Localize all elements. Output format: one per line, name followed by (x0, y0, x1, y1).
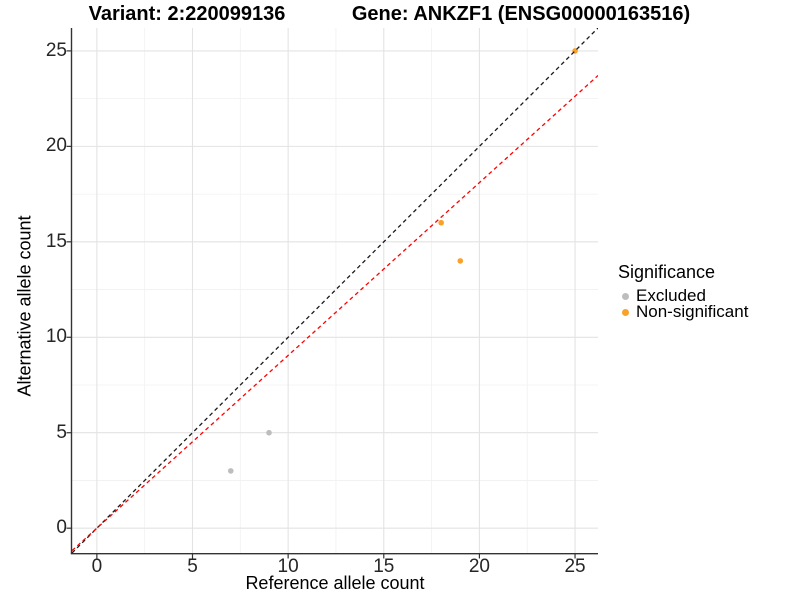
non-significant-dot-icon (622, 308, 629, 316)
x-axis-title: Reference allele count (245, 573, 425, 593)
legend-label-non-significant: Non-significant (636, 302, 749, 321)
x-tick-label: 25 (564, 556, 586, 577)
data-point-non-significant (438, 219, 444, 226)
legend-title: Significance (618, 262, 716, 282)
x-tick-label: 5 (187, 556, 198, 577)
plot-title-variant: Variant: 2:220099136 (88, 3, 286, 25)
excluded-dot-icon (622, 292, 629, 300)
x-tick-label: 15 (373, 556, 395, 577)
identity-line (72, 28, 598, 553)
x-tick-label: 20 (468, 556, 490, 577)
plot-title-gene: Gene: ANKZF1 (ENSG00000163516) (351, 3, 691, 25)
data-point-excluded (266, 429, 272, 436)
x-tick-label: 10 (277, 556, 299, 577)
y-tick-label: 20 (45, 135, 67, 157)
expected-ratio-line (72, 75, 598, 552)
legend-item-non-significant: Non-significant (618, 302, 749, 321)
legend-item-excluded: Excluded (618, 286, 748, 305)
y-tick-label: 15 (45, 230, 67, 252)
legend: Significance Excluded Non-significant (618, 262, 749, 321)
legend-label-excluded: Excluded (636, 286, 706, 305)
y-tick-label: 25 (45, 39, 67, 61)
y-tick-label: 0 (56, 517, 67, 539)
x-tick-label: 0 (91, 556, 103, 577)
data-point-excluded (227, 468, 234, 474)
y-tick-label: 10 (45, 326, 67, 348)
data-point-non-significant (457, 258, 464, 264)
y-tick-label: 5 (56, 421, 67, 443)
